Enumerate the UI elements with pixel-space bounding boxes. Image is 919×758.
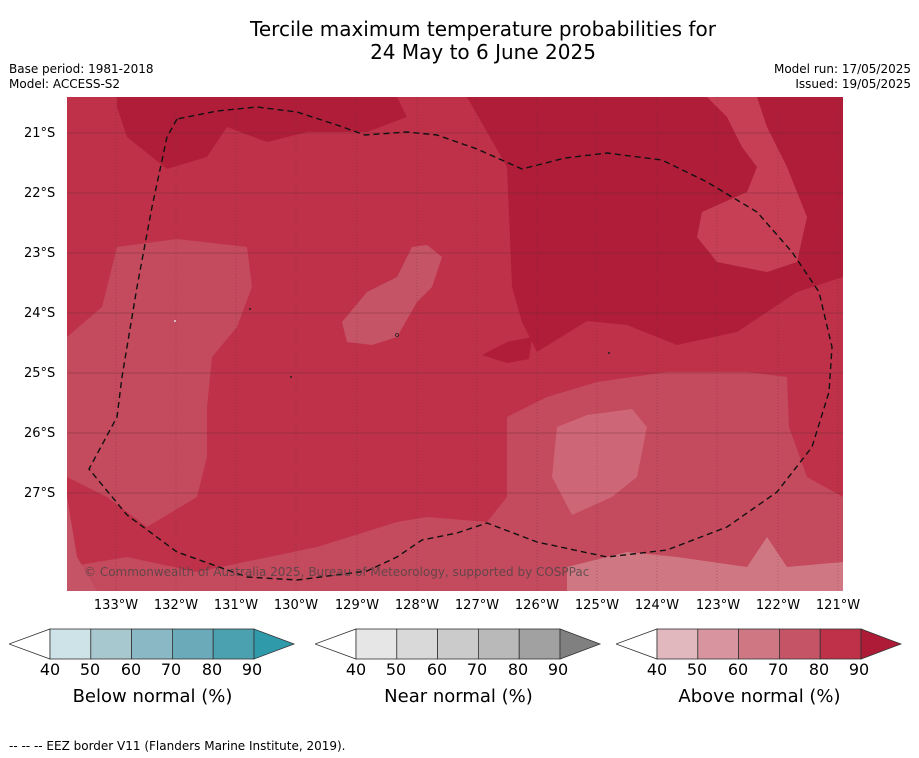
- colorbar-segment: [697, 628, 740, 660]
- meta-left: Base period: 1981-2018 Model: ACCESS-S2: [9, 62, 154, 92]
- island-marker: [249, 308, 251, 310]
- lon-label: 121°W: [815, 598, 861, 613]
- region-70-far-west: [67, 497, 97, 591]
- colorbar-segment: [778, 628, 821, 660]
- cbar-below-label: Below normal (%): [72, 686, 233, 707]
- colorbar-segment: [355, 628, 398, 660]
- cbar-tick: 50: [79, 660, 101, 679]
- grid-lines: [115, 97, 839, 591]
- chart-title: Tercile maximum temperature probabilitie…: [0, 18, 919, 64]
- cbar-tick: 40: [646, 660, 668, 679]
- lat-label: 26°S: [24, 426, 56, 441]
- colorbar-segment: [212, 628, 255, 660]
- probability-map: [67, 97, 843, 591]
- title-line-1: Tercile maximum temperature probabilitie…: [250, 17, 716, 41]
- eez-footnote: -- -- -- EEZ border V11 (Flanders Marine…: [9, 739, 346, 753]
- colorbar-segment: [131, 628, 173, 660]
- lon-label: 127°W: [454, 598, 500, 613]
- island-marker: [174, 320, 176, 322]
- region-90-northwest: [117, 97, 407, 169]
- colorbar-segment: [396, 628, 439, 660]
- island-marker: [608, 352, 610, 354]
- title-line-2: 24 May to 6 June 2025: [370, 40, 596, 64]
- region-70-west: [67, 239, 252, 527]
- colorbar-segment: [518, 628, 561, 660]
- region-90-lobe: [482, 337, 532, 363]
- lon-label: 133°W: [93, 598, 139, 613]
- cbar-tick: 70: [160, 660, 182, 679]
- lon-label: 124°W: [634, 598, 680, 613]
- base-period: Base period: 1981-2018: [9, 62, 154, 76]
- map-svg: [67, 97, 843, 591]
- region-70-center: [342, 245, 442, 345]
- eez-border: [88, 106, 833, 581]
- copyright-notice: © Commonwealth of Australia 2025, Bureau…: [84, 565, 590, 579]
- colorbar-segment: [171, 628, 214, 660]
- colorbar-above-svg: [616, 628, 903, 660]
- cbar-tick: 70: [466, 660, 488, 679]
- cbar-tick: 60: [727, 660, 749, 679]
- cbar-tick: 80: [201, 660, 223, 679]
- colorbar-segment: [819, 628, 862, 660]
- lon-label: 132°W: [153, 598, 199, 613]
- cbar-near-label: Near normal (%): [384, 686, 533, 707]
- cbar-above-min-arrow: [616, 628, 658, 660]
- lat-label: 24°S: [24, 306, 56, 321]
- lat-label: 22°S: [24, 186, 56, 201]
- lat-label: 27°S: [24, 486, 56, 501]
- cbar-tick: 70: [767, 660, 789, 679]
- cbar-tick: 40: [345, 660, 367, 679]
- model-run: Model run: 17/05/2025: [773, 62, 911, 76]
- colorbar-near-svg: [315, 628, 602, 660]
- cbar-tick: 40: [39, 660, 61, 679]
- cbar-near-max-arrow: [559, 628, 602, 660]
- cbar-tick: 60: [426, 660, 448, 679]
- cbar-tick: 90: [547, 660, 569, 679]
- lon-label: 130°W: [273, 598, 319, 613]
- colorbar-segment: [437, 628, 479, 660]
- cbar-above-max-arrow: [860, 628, 903, 660]
- lat-label: 21°S: [24, 126, 56, 141]
- cbar-above-label: Above normal (%): [678, 686, 841, 707]
- cbar-tick: 90: [848, 660, 870, 679]
- model-name: Model: ACCESS-S2: [9, 77, 121, 91]
- cbar-below-max-arrow: [253, 628, 296, 660]
- colorbar-segment: [477, 628, 520, 660]
- cbar-tick: 50: [385, 660, 407, 679]
- region-80-ne: [697, 97, 807, 272]
- colorbar-segment: [738, 628, 780, 660]
- lon-label: 131°W: [213, 598, 259, 613]
- cbar-tick: 80: [808, 660, 830, 679]
- meta-right: Model run: 17/05/2025 Issued: 19/05/2025: [774, 62, 911, 92]
- lat-label: 23°S: [24, 246, 56, 261]
- lon-label: 129°W: [334, 598, 380, 613]
- colorbar-segment: [656, 628, 699, 660]
- cbar-below-min-arrow: [9, 628, 51, 660]
- region-60-bottom: [567, 537, 843, 591]
- region-60-southeast: [552, 409, 647, 515]
- region-90-north: [117, 97, 843, 352]
- lon-label: 128°W: [394, 598, 440, 613]
- colorbar-below-svg: [9, 628, 296, 660]
- cbar-near-min-arrow: [315, 628, 357, 660]
- lon-label: 123°W: [695, 598, 741, 613]
- lon-label: 126°W: [514, 598, 560, 613]
- colorbar-segment: [90, 628, 133, 660]
- cbar-tick: 60: [120, 660, 142, 679]
- lat-grid-lines: [67, 132, 843, 494]
- issued-date: Issued: 19/05/2025: [795, 77, 911, 91]
- cbar-tick: 90: [241, 660, 263, 679]
- island-marker: [290, 376, 292, 378]
- lon-label: 122°W: [755, 598, 801, 613]
- lon-label: 125°W: [574, 598, 620, 613]
- island-marker: [395, 333, 399, 337]
- cbar-tick: 80: [507, 660, 529, 679]
- colorbar-segment: [49, 628, 92, 660]
- cbar-tick: 50: [686, 660, 708, 679]
- region-70-south: [67, 372, 843, 591]
- lat-label: 25°S: [24, 366, 56, 381]
